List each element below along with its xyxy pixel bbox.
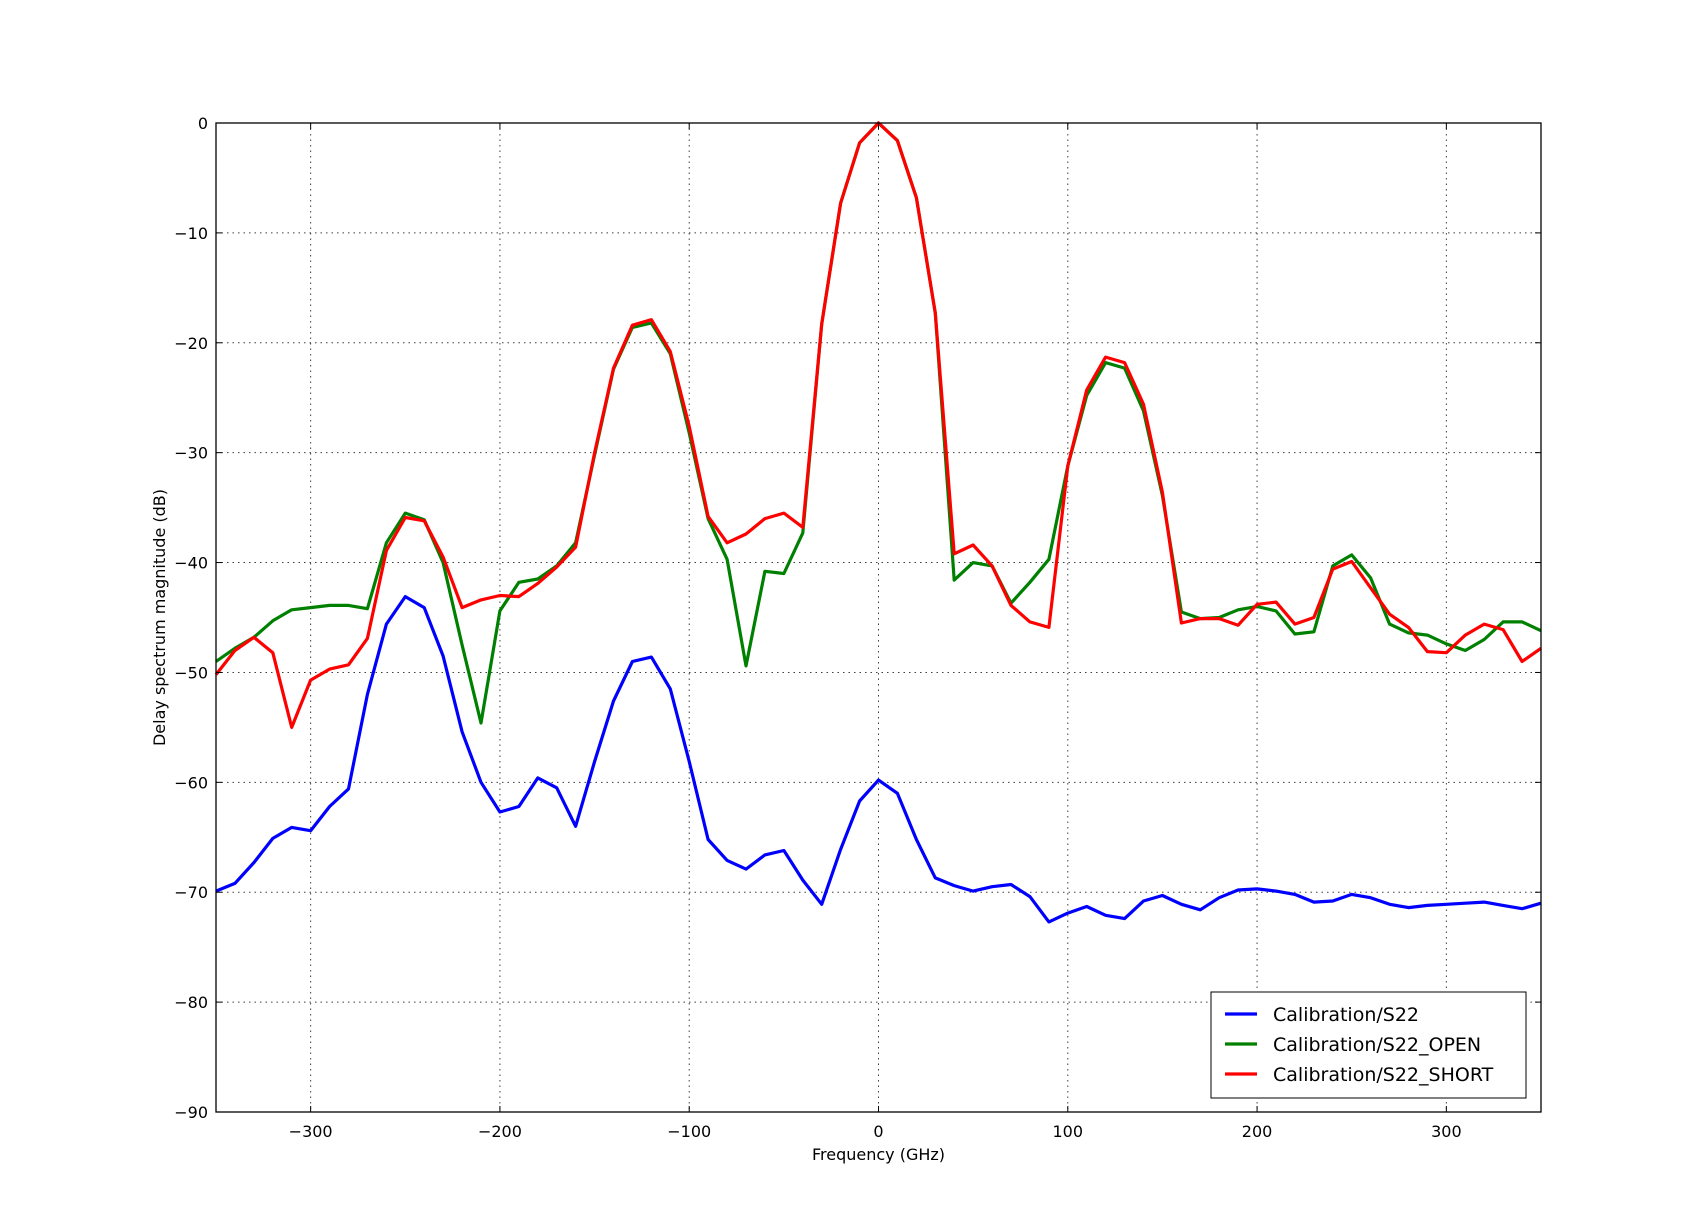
- y-tick-label: −80: [174, 993, 208, 1012]
- grid: [216, 122, 1541, 1113]
- y-tick-labels: 0 −10 −20 −30 −40 −50 −60 −70 −80 −90: [174, 114, 208, 1122]
- y-tick-label: −40: [174, 554, 208, 573]
- legend-box: [1210, 991, 1527, 1099]
- y-tick-label: −10: [174, 224, 208, 243]
- series-line-calibration-s22-open: [215, 121, 1542, 725]
- axis-ticks: [216, 122, 1541, 1113]
- x-tick-label: −200: [478, 1122, 522, 1141]
- y-tick-label: −50: [174, 663, 208, 682]
- legend-entry-label: Calibration/S22_SHORT: [1273, 1064, 1494, 1086]
- y-tick-label: −20: [174, 334, 208, 353]
- y-tick-label: −90: [174, 1103, 208, 1122]
- y-tick-label: −70: [174, 883, 208, 902]
- legend: Calibration/S22 Calibration/S22_OPEN Calib…: [1210, 991, 1527, 1099]
- x-tick-labels: −300 −200 −100 0 100 200 300: [289, 1122, 1462, 1141]
- y-tick-label: 0: [198, 114, 208, 133]
- x-tick-label: 0: [873, 1122, 883, 1141]
- x-axis-label: Frequency (GHz): [812, 1145, 945, 1164]
- legend-entry-label: Calibration/S22_OPEN: [1273, 1034, 1481, 1056]
- legend-entry-label: Calibration/S22: [1273, 1004, 1419, 1026]
- x-tick-label: 300: [1431, 1122, 1462, 1141]
- x-tick-label: 200: [1242, 1122, 1273, 1141]
- x-tick-label: 100: [1053, 1122, 1084, 1141]
- plot-frame: [215, 122, 1542, 1113]
- series-lines: [214, 121, 1542, 924]
- series-line-calibration-s22-short: [214, 121, 1542, 730]
- y-axis-label: Delay spectrum magnitude (dB): [150, 489, 169, 746]
- y-tick-label: −30: [174, 444, 208, 463]
- x-tick-label: −100: [667, 1122, 711, 1141]
- x-tick-label: −300: [289, 1122, 333, 1141]
- y-tick-label: −60: [174, 773, 208, 792]
- series-line-calibration-s22: [215, 594, 1542, 924]
